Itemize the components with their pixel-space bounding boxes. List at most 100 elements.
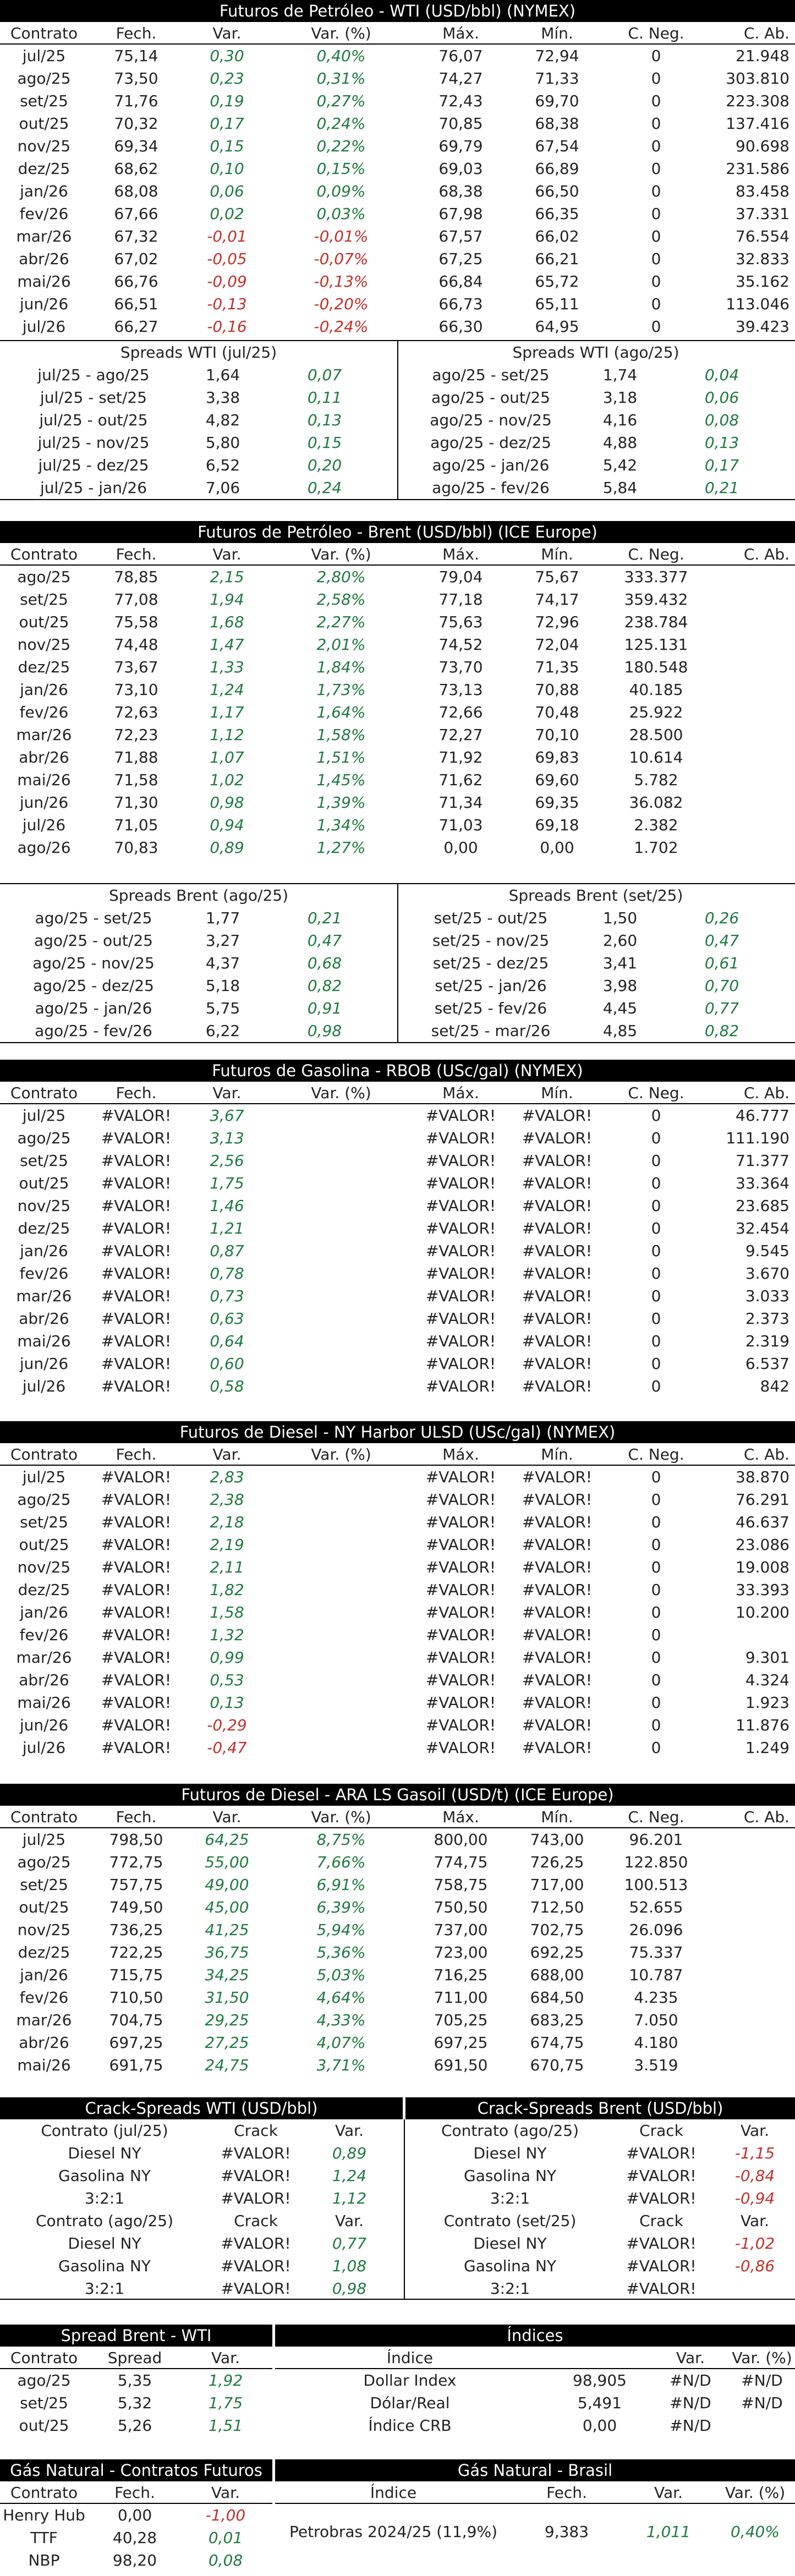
spread-cell[interactable]: 4,16	[602, 411, 638, 429]
crack-cell[interactable]: #VALOR!	[626, 2144, 697, 2162]
cell[interactable]: 1,12	[210, 726, 244, 744]
cell[interactable]: 0	[651, 47, 661, 65]
cell[interactable]: 73,50	[114, 69, 158, 87]
cell[interactable]: 0,78	[210, 1264, 244, 1282]
cell[interactable]: 23.086	[736, 1536, 789, 1554]
cell[interactable]: 71,30	[114, 793, 158, 812]
cell[interactable]: 1,21	[210, 1219, 244, 1237]
cell[interactable]: 712,50	[530, 1898, 584, 1916]
cell[interactable]: #VALOR!	[522, 1536, 593, 1554]
cell[interactable]: abr/26	[19, 1309, 69, 1328]
cell[interactable]: 5,03%	[316, 1966, 366, 1984]
cell[interactable]: 69,79	[438, 137, 483, 155]
spread-cell[interactable]: ago/25 - set/25	[35, 909, 152, 927]
cell[interactable]: 0	[651, 1536, 661, 1554]
cell[interactable]: jan/26	[20, 1242, 68, 1260]
cell[interactable]: #VALOR!	[425, 1693, 496, 1712]
crack-cell[interactable]: -1,02	[734, 2234, 775, 2252]
cell[interactable]: 0	[651, 160, 661, 178]
spread-cell[interactable]: 5,84	[602, 479, 638, 497]
spread-cell[interactable]: 0,13	[704, 434, 739, 452]
cell[interactable]: 697,25	[109, 2034, 163, 2052]
cell[interactable]: 1,27%	[316, 838, 366, 857]
cell[interactable]: 2.319	[745, 1332, 789, 1350]
cell[interactable]: 0,60	[210, 1355, 244, 1373]
cell[interactable]: 2,83	[210, 1468, 244, 1486]
cell[interactable]: 90.698	[736, 137, 789, 155]
gas-brasil-cell[interactable]: 0,40%	[731, 2523, 780, 2541]
spread-cell[interactable]: 6,22	[205, 1022, 240, 1040]
cell[interactable]: fev/26	[19, 205, 69, 223]
cell[interactable]: jul/25	[22, 1106, 66, 1125]
cell[interactable]: -0,01	[207, 227, 247, 245]
cell[interactable]: 722,25	[109, 1943, 163, 1961]
spread-cell[interactable]: 0,47	[704, 931, 739, 950]
cell[interactable]: 0	[651, 1332, 661, 1350]
cell[interactable]: 32.454	[736, 1219, 789, 1237]
cell[interactable]: 75,67	[535, 568, 579, 586]
cell[interactable]: 1,02	[210, 771, 244, 789]
cell[interactable]: 772,75	[109, 1853, 163, 1871]
cell[interactable]: 3,71%	[316, 2056, 366, 2074]
cell[interactable]: #VALOR!	[425, 1264, 496, 1282]
cell[interactable]: 0	[651, 1626, 661, 1644]
cell[interactable]: #VALOR!	[101, 1197, 172, 1215]
cell[interactable]: #VALOR!	[101, 1490, 172, 1509]
spread-cell[interactable]: 3,27	[205, 931, 240, 950]
cell[interactable]: 49,00	[205, 1876, 249, 1894]
cell[interactable]: #VALOR!	[522, 1129, 593, 1147]
spread-cell[interactable]: 0,21	[307, 909, 342, 927]
spread-cell[interactable]: 5,80	[205, 434, 240, 452]
cell[interactable]: 72,23	[114, 726, 158, 744]
cell[interactable]: mai/26	[17, 272, 71, 291]
cell[interactable]: ago/25	[17, 1129, 71, 1147]
spread-cell[interactable]: 6,52	[205, 456, 240, 474]
cell[interactable]: 1,58	[210, 1603, 244, 1621]
cell[interactable]: 758,75	[434, 1876, 488, 1894]
cell[interactable]: 1,47	[210, 635, 244, 654]
cell[interactable]: 66,84	[438, 272, 483, 291]
cell[interactable]: #VALOR!	[101, 1152, 172, 1170]
gas-futures-cell[interactable]: 0,08	[208, 2551, 243, 2569]
cell[interactable]: jul/26	[22, 1739, 66, 1757]
spread-cell[interactable]: 0,07	[307, 366, 342, 384]
cell[interactable]: 11.876	[736, 1716, 789, 1734]
cell[interactable]: abr/26	[19, 1671, 69, 1689]
cell[interactable]: 79,04	[438, 568, 483, 586]
cell[interactable]: 10.200	[736, 1603, 789, 1621]
cell[interactable]: #VALOR!	[101, 1264, 172, 1282]
indices-cell[interactable]: 5,491	[577, 2394, 622, 2412]
cell[interactable]: 71,35	[535, 658, 579, 676]
cell[interactable]: ago/25	[17, 1490, 71, 1509]
cell[interactable]: mar/26	[16, 726, 72, 744]
cell[interactable]: 76.554	[736, 227, 789, 245]
cell[interactable]: fev/26	[19, 1988, 69, 2007]
cell[interactable]: 0	[651, 272, 661, 291]
indices-cell[interactable]: Dólar/Real	[370, 2394, 450, 2412]
cell[interactable]: #VALOR!	[522, 1355, 593, 1373]
cell[interactable]: 2,58%	[316, 590, 366, 609]
cell[interactable]: #VALOR!	[522, 1490, 593, 1509]
cell[interactable]: #VALOR!	[522, 1693, 593, 1712]
spread-cell[interactable]: 0,11	[307, 388, 342, 407]
cell[interactable]: 70,85	[438, 114, 483, 133]
spread-cell[interactable]: jul/25 - set/25	[40, 388, 147, 407]
crack-cell[interactable]: #VALOR!	[626, 2257, 697, 2275]
cell[interactable]: 0,30	[210, 47, 244, 65]
spread-cell[interactable]: set/25 - fev/26	[434, 999, 547, 1017]
cell[interactable]: 78,85	[114, 568, 158, 586]
cell[interactable]: jan/26	[20, 182, 68, 200]
spread-cell[interactable]: ago/25 - fev/26	[432, 479, 550, 497]
spread-cell[interactable]: 4,85	[602, 1022, 638, 1040]
cell[interactable]: 842	[760, 1377, 789, 1395]
cell[interactable]: 0,03%	[316, 205, 366, 223]
cell[interactable]: #VALOR!	[522, 1332, 593, 1350]
cell[interactable]: 798,50	[109, 1830, 163, 1849]
crack-cell[interactable]: #VALOR!	[626, 2189, 697, 2207]
cell[interactable]: 67,66	[114, 205, 158, 223]
spread-cell[interactable]: 1,77	[205, 909, 240, 927]
crack-cell[interactable]: 0,77	[332, 2234, 367, 2252]
gas-futures-cell[interactable]: -1,00	[205, 2506, 246, 2524]
cell[interactable]: 705,25	[434, 2011, 488, 2029]
cell[interactable]: 72,27	[438, 726, 483, 744]
